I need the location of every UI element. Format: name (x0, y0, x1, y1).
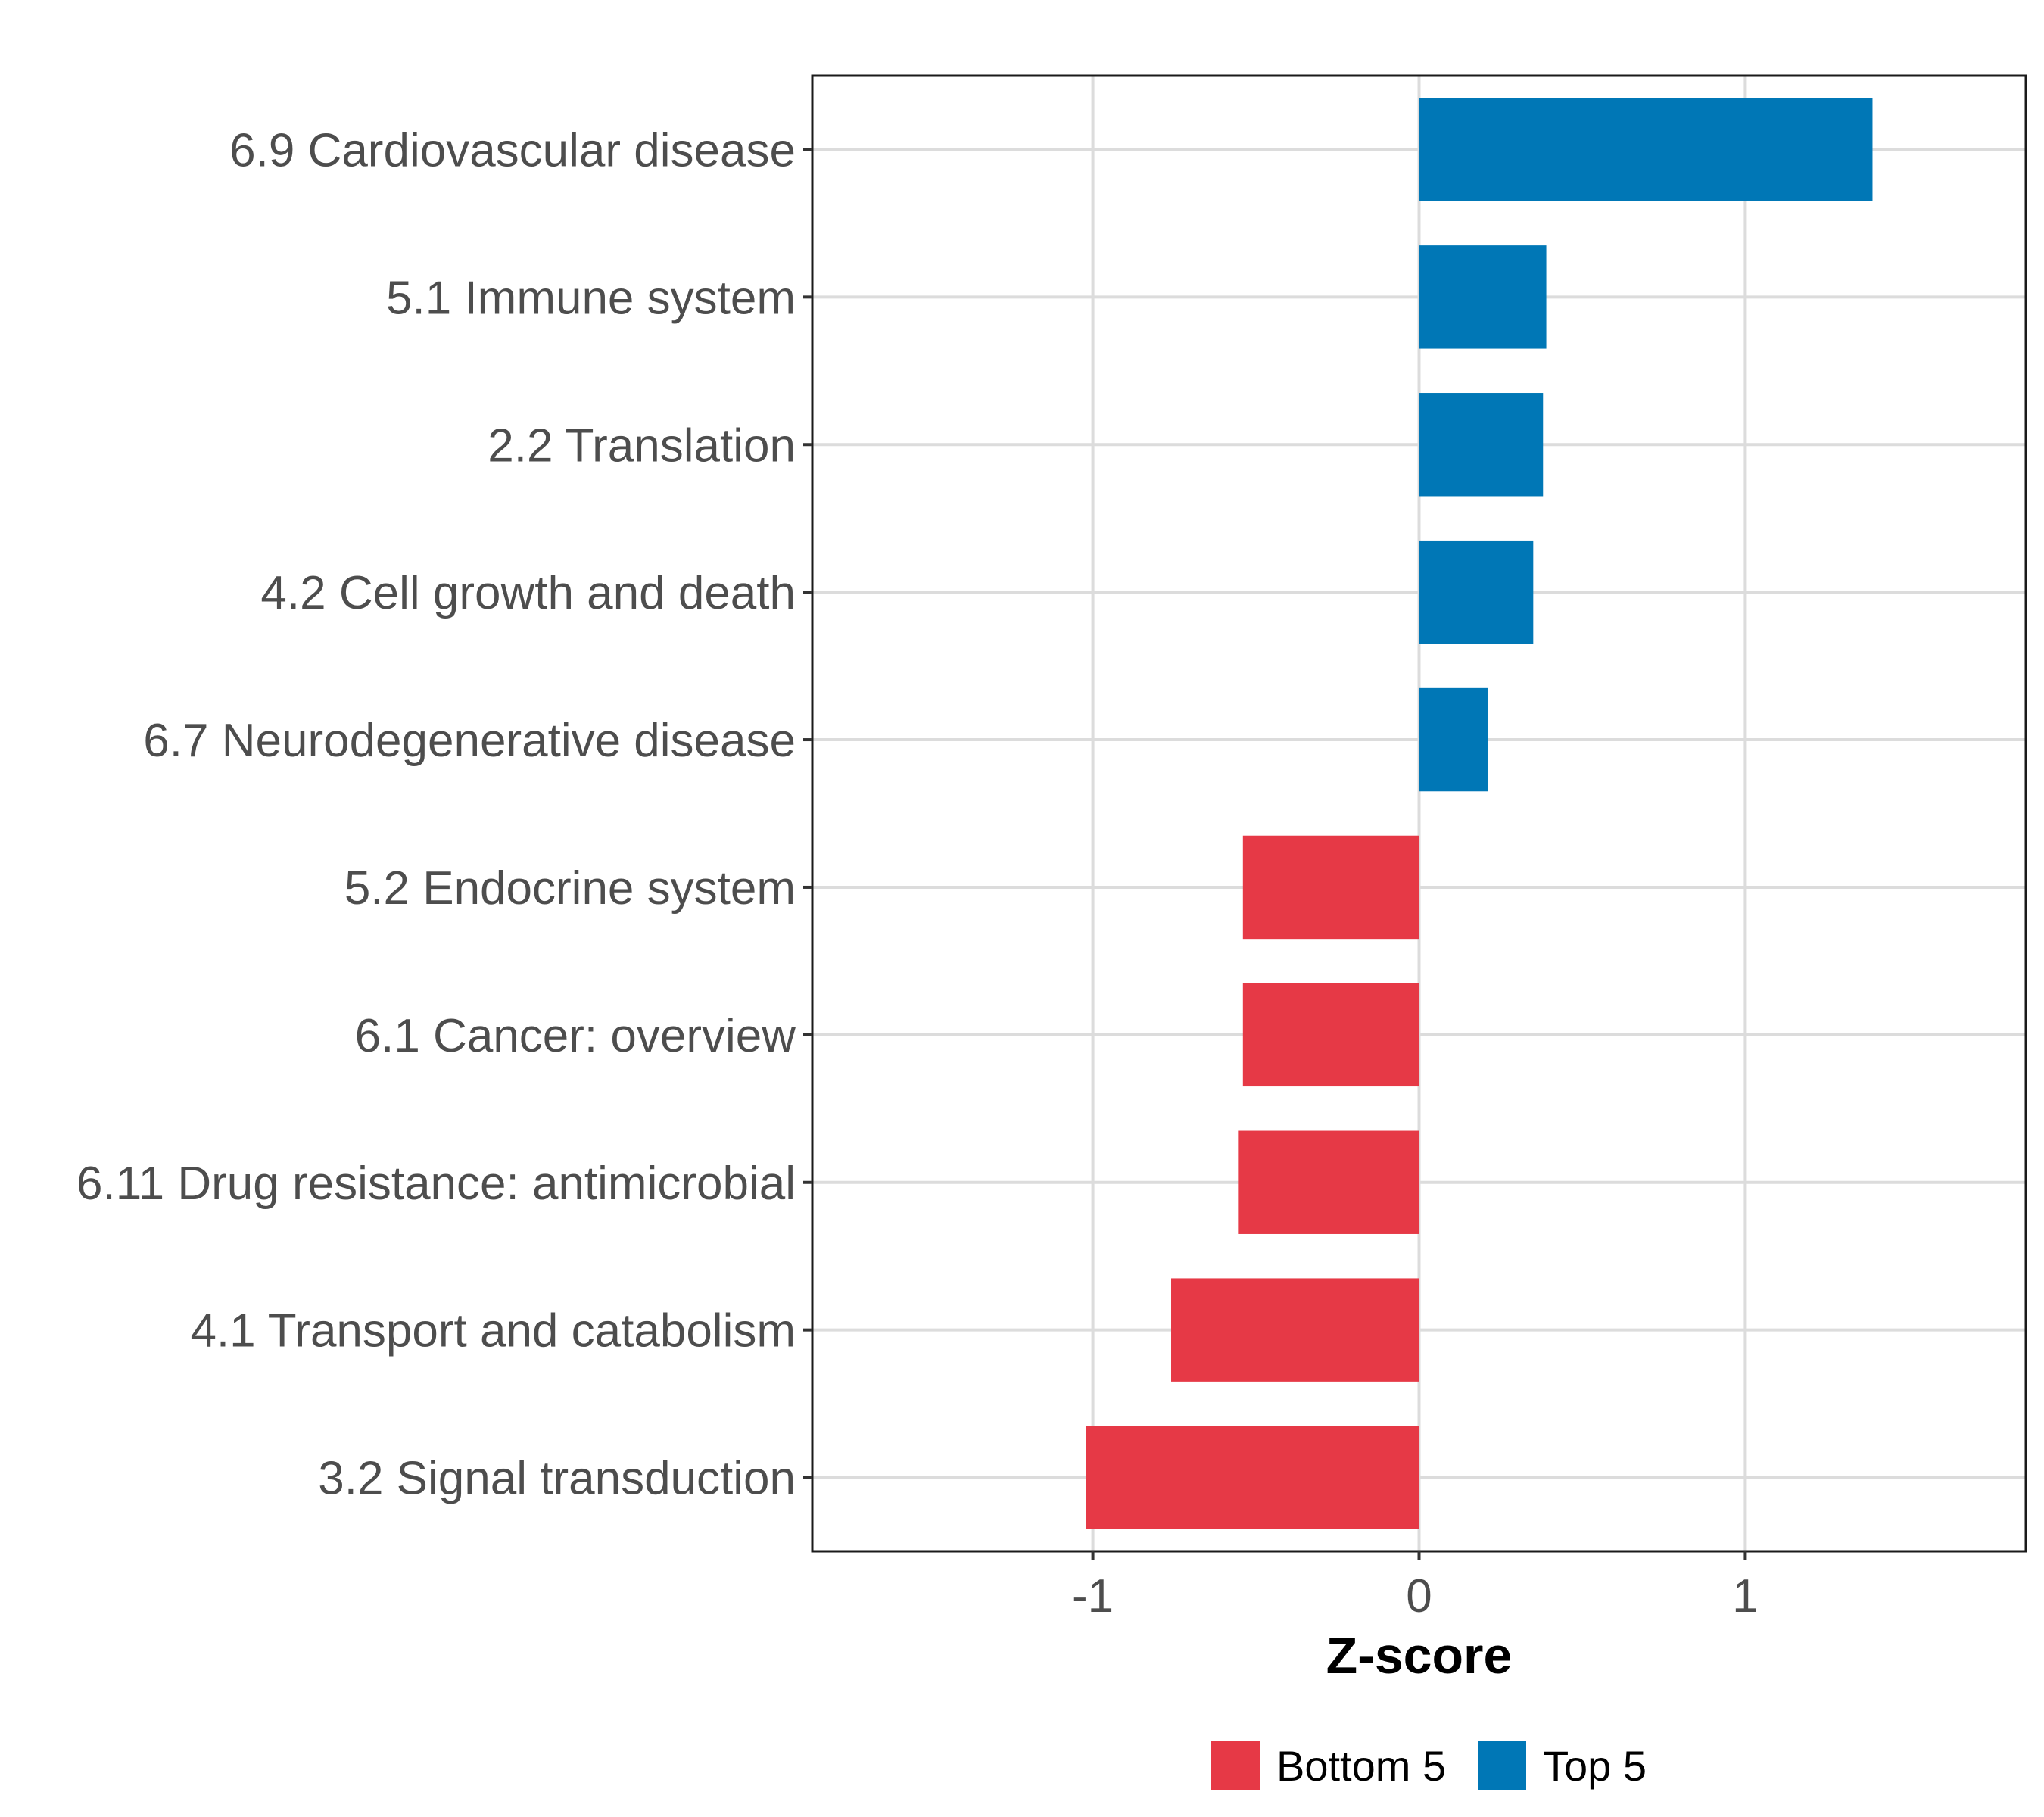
y-tick-label: 6.11 Drug resistance: antimicrobial (76, 1158, 796, 1210)
y-tick-label: 3.2 Signal transduction (318, 1453, 796, 1505)
y-tick-label: 4.1 Transport and catabolism (190, 1305, 796, 1357)
bar (1171, 1278, 1419, 1382)
legend-label: Bottom 5 (1276, 1742, 1446, 1790)
bar (1419, 687, 1488, 792)
bar (1419, 245, 1547, 349)
x-tick-label: 0 (1406, 1570, 1432, 1622)
y-tick-label: 4.2 Cell growth and death (260, 567, 796, 619)
legend-label: Top 5 (1543, 1742, 1647, 1790)
x-tick-label: -1 (1072, 1570, 1114, 1622)
bar (1242, 835, 1419, 940)
y-tick-label: 5.2 Endocrine system (344, 862, 796, 915)
bar (1419, 540, 1534, 644)
x-axis-title: Z-score (1326, 1627, 1513, 1685)
y-axis: 6.9 Cardiovascular disease 5.1 Immune sys… (76, 124, 812, 1505)
bar (1419, 393, 1544, 497)
legend-swatch (1211, 1741, 1260, 1790)
legend-swatch (1478, 1741, 1526, 1790)
x-axis: -1 0 1 (1072, 1551, 1759, 1622)
bar (1238, 1130, 1419, 1234)
y-tick-label: 6.9 Cardiovascular disease (229, 124, 796, 176)
y-tick-label: 6.1 Cancer: overview (355, 1010, 796, 1062)
y-tick-label: 2.2 Translation (488, 419, 796, 472)
bar (1242, 983, 1419, 1087)
bar (1086, 1426, 1419, 1529)
y-tick-label: 6.7 Neurodegenerative disease (143, 715, 796, 767)
bars (1086, 98, 1873, 1529)
bar (1419, 98, 1873, 201)
legend: Bottom 5 Top 5 (1211, 1741, 1647, 1790)
y-tick-label: 5.1 Immune system (386, 272, 796, 324)
x-tick-label: 1 (1732, 1570, 1758, 1622)
